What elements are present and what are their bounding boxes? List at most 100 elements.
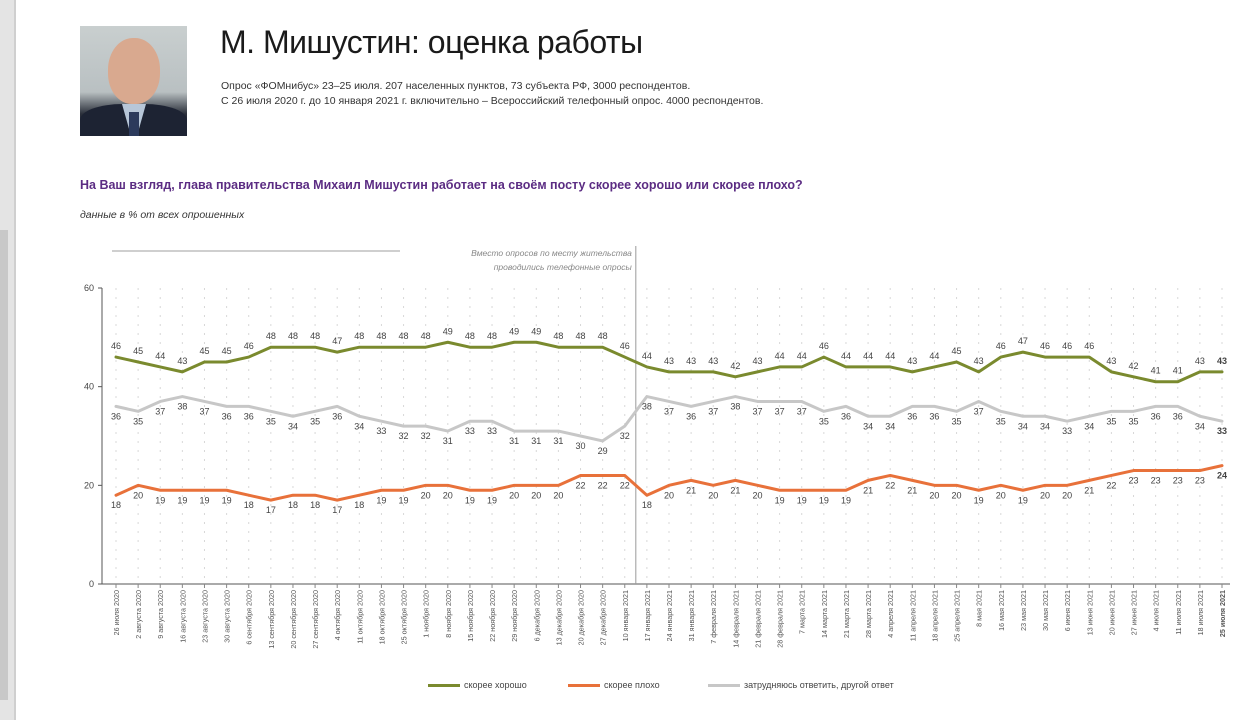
data-label: 31 — [509, 436, 519, 446]
data-label: 46 — [620, 341, 630, 351]
x-tick-label: 23 августа 2020 — [200, 590, 209, 643]
data-label: 18 — [354, 500, 364, 510]
data-label: 35 — [1106, 416, 1116, 426]
data-label: 19 — [199, 495, 209, 505]
x-tick-label: 13 июня 2021 — [1085, 590, 1094, 635]
data-label: 20 — [752, 490, 762, 500]
data-label: 43 — [686, 356, 696, 366]
data-label: 37 — [775, 406, 785, 416]
x-tick-label: 24 января 2021 — [665, 590, 674, 641]
data-label: 31 — [553, 436, 563, 446]
data-label: 43 — [1195, 356, 1205, 366]
data-label: 45 — [199, 346, 209, 356]
y-tick-label: 40 — [84, 382, 94, 392]
data-label: 36 — [222, 411, 232, 421]
data-label: 21 — [907, 485, 917, 495]
data-label: 35 — [952, 416, 962, 426]
data-label: 19 — [841, 495, 851, 505]
scrollbar-thumb[interactable] — [0, 230, 8, 700]
data-label: 24 — [1217, 471, 1227, 481]
data-label: 37 — [752, 406, 762, 416]
data-label: 48 — [421, 331, 431, 341]
data-label: 33 — [465, 426, 475, 436]
data-label: 36 — [686, 411, 696, 421]
data-label: 34 — [288, 421, 298, 431]
x-tick-label: 27 декабря 2020 — [599, 590, 608, 645]
data-label: 19 — [487, 495, 497, 505]
data-label: 22 — [885, 480, 895, 490]
x-tick-label: 21 марта 2021 — [842, 590, 851, 638]
x-tick-label: 2 августа 2020 — [134, 590, 143, 639]
data-label: 18 — [111, 500, 121, 510]
data-label: 45 — [133, 346, 143, 356]
x-tick-label: 25 октября 2020 — [400, 590, 409, 644]
data-label: 35 — [996, 416, 1006, 426]
data-label: 23 — [1151, 476, 1161, 486]
data-label: 44 — [642, 351, 652, 361]
data-label: 20 — [531, 490, 541, 500]
data-label: 37 — [199, 406, 209, 416]
data-label: 32 — [421, 431, 431, 441]
data-label: 44 — [155, 351, 165, 361]
data-label: 44 — [929, 351, 939, 361]
data-label: 49 — [443, 326, 453, 336]
subtitle-line-1: Опрос «ФОМнибус» 23–25 июля. 207 населен… — [221, 80, 691, 92]
data-label: 20 — [664, 490, 674, 500]
data-label: 21 — [686, 485, 696, 495]
data-label: 44 — [885, 351, 895, 361]
data-label: 47 — [332, 336, 342, 346]
data-label: 20 — [929, 490, 939, 500]
x-tick-label: 28 марта 2021 — [864, 590, 873, 638]
data-label: 43 — [177, 356, 187, 366]
data-label: 19 — [376, 495, 386, 505]
data-label: 48 — [288, 331, 298, 341]
data-label: 36 — [1151, 411, 1161, 421]
data-label: 19 — [465, 495, 475, 505]
x-tick-label: 15 ноября 2020 — [466, 590, 475, 642]
data-label: 18 — [310, 500, 320, 510]
legend-label-undecided: затрудняюсь ответить, другой ответ — [744, 680, 894, 690]
data-label: 49 — [509, 326, 519, 336]
data-label: 33 — [376, 426, 386, 436]
x-tick-label: 1 ноября 2020 — [422, 590, 431, 638]
data-label: 46 — [1084, 341, 1094, 351]
data-label: 42 — [730, 361, 740, 371]
data-label: 18 — [244, 500, 254, 510]
data-label: 22 — [620, 480, 630, 490]
data-label: 20 — [443, 490, 453, 500]
data-label: 49 — [531, 326, 541, 336]
data-label: 48 — [553, 331, 563, 341]
data-label: 31 — [443, 436, 453, 446]
x-tick-label: 8 мая 2021 — [975, 590, 984, 627]
data-label: 36 — [841, 411, 851, 421]
x-tick-label: 20 июня 2021 — [1107, 590, 1116, 635]
data-label: 37 — [708, 406, 718, 416]
data-label: 23 — [1129, 476, 1139, 486]
data-label: 48 — [487, 331, 497, 341]
data-label: 41 — [1151, 366, 1161, 376]
x-tick-label: 25 апреля 2021 — [953, 590, 962, 642]
data-label: 20 — [1062, 490, 1072, 500]
subtitle-line-2: С 26 июля 2020 г. до 10 января 2021 г. в… — [221, 95, 764, 107]
data-note: данные в % от всех опрошенных — [80, 209, 245, 221]
x-tick-label: 21 февраля 2021 — [753, 590, 762, 648]
data-label: 22 — [598, 480, 608, 490]
x-tick-label: 6 сентября 2020 — [245, 590, 254, 645]
data-label: 48 — [598, 331, 608, 341]
x-tick-label: 25 июля 2021 — [1218, 590, 1227, 637]
data-label: 46 — [111, 341, 121, 351]
legend-swatch-undecided — [708, 683, 740, 687]
data-label: 36 — [111, 411, 121, 421]
x-tick-label: 29 ноября 2020 — [510, 590, 519, 642]
data-label: 34 — [1084, 421, 1094, 431]
x-tick-label: 17 января 2021 — [643, 590, 652, 641]
legend-item-good: скорее хорошо — [428, 680, 527, 690]
scrollbar-track[interactable] — [0, 0, 16, 720]
data-label: 48 — [399, 331, 409, 341]
legend-item-undecided: затрудняюсь ответить, другой ответ — [708, 680, 894, 690]
data-label: 34 — [354, 421, 364, 431]
data-label: 45 — [222, 346, 232, 356]
data-label: 29 — [598, 446, 608, 456]
data-label: 20 — [421, 490, 431, 500]
data-label: 35 — [310, 416, 320, 426]
